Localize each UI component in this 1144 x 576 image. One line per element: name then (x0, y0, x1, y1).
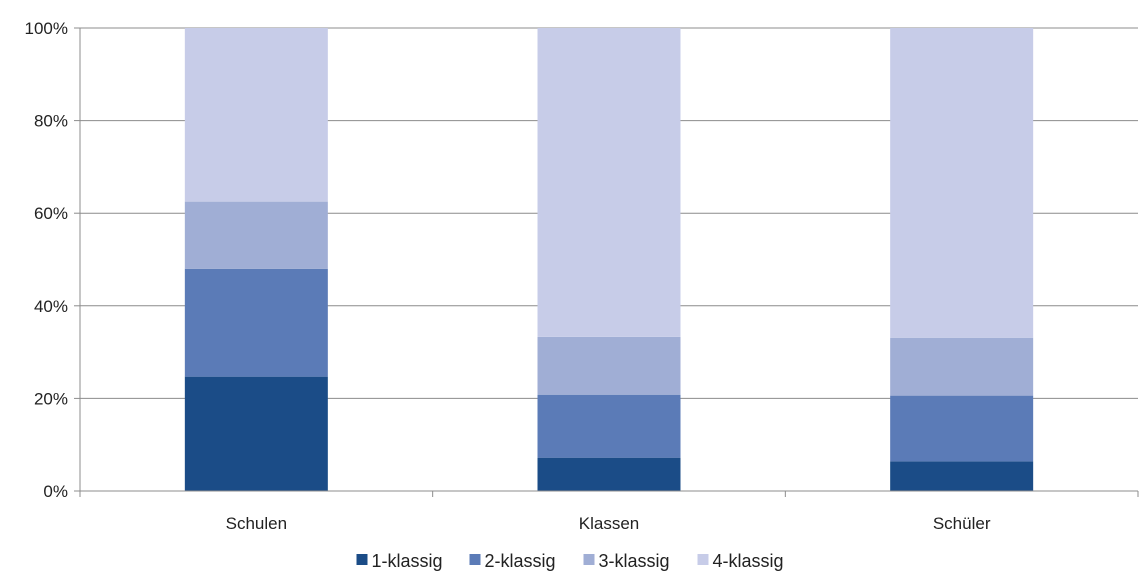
bars (184, 28, 1034, 491)
x-category-label: Klassen (579, 514, 639, 533)
bar-segment (184, 376, 328, 491)
bar-segment (537, 336, 681, 395)
x-category-label: Schulen (226, 514, 287, 533)
bar-segment (537, 28, 681, 337)
bar-segment (890, 28, 1034, 338)
y-tick-label: 80% (34, 112, 68, 131)
bar-segment (184, 28, 328, 202)
bar-segment (890, 395, 1034, 462)
bar-segment (184, 268, 328, 377)
y-tick-label: 20% (34, 389, 68, 408)
bar-segment (537, 394, 681, 458)
legend-swatch (356, 554, 368, 565)
legend-swatch (469, 554, 481, 565)
y-tick-label: 0% (43, 482, 68, 501)
bar-segment (184, 201, 328, 269)
bar-segment (890, 337, 1034, 396)
bar-segment (537, 457, 681, 491)
y-tick-label: 60% (34, 204, 68, 223)
bar-segment (890, 461, 1034, 491)
legend-swatch (697, 554, 709, 565)
y-axis: 0% 20% 40% 60% 80% 100% (25, 19, 81, 501)
legend-swatch (583, 554, 595, 565)
legend: 1-klassig 2-klassig 3-klassig 4-klassig (356, 551, 784, 571)
legend-label: 4-klassig (713, 551, 784, 571)
legend-label: 2-klassig (485, 551, 556, 571)
y-tick-label: 100% (25, 19, 68, 38)
x-category-label: Schüler (933, 514, 991, 533)
legend-label: 1-klassig (372, 551, 443, 571)
x-axis: Schulen Klassen Schüler (79, 490, 1139, 533)
y-tick-label: 40% (34, 297, 68, 316)
legend-label: 3-klassig (599, 551, 670, 571)
